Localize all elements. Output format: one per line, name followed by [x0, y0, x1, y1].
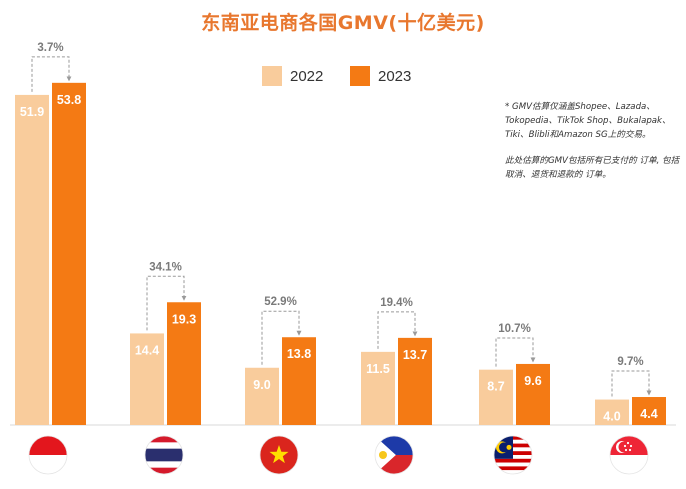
growth-label-vietnam: 52.9%	[264, 296, 297, 308]
legend-item-2022: 2022	[262, 66, 323, 86]
data-label-singapore-2022: 4.0	[603, 410, 620, 424]
bar-malaysia-2023	[516, 363, 550, 425]
growth-label-indonesia: 3.7%	[37, 42, 63, 54]
bar-philippines-2022	[361, 351, 395, 425]
footnote-scope: * GMV估算仅涵盖Shopee、Lazada、Tokopedia、TikTok…	[505, 102, 671, 140]
bar-indonesia-2022	[15, 94, 49, 425]
data-label-philippines-2023: 13.7	[403, 348, 427, 362]
growth-connector-vietnam	[261, 310, 302, 365]
bar-malaysia-2022	[479, 369, 513, 425]
singapore-flag-icon	[609, 435, 649, 475]
growth-label-thailand: 34.1%	[149, 261, 182, 273]
legend-swatch-2022	[262, 66, 282, 86]
bar-indonesia-2023	[52, 82, 86, 425]
bar-vietnam-2023	[282, 337, 316, 425]
legend-label-2022: 2022	[290, 67, 324, 85]
philippines-flag-icon	[374, 435, 414, 475]
bar-vietnam-2022	[245, 367, 279, 425]
data-label-philippines-2022: 11.5	[366, 362, 390, 376]
bar-thailand-2022	[130, 333, 164, 425]
legend-swatch-2023	[350, 66, 370, 86]
growth-label-philippines: 19.4%	[380, 297, 413, 309]
growth-connector-malaysia	[495, 337, 536, 367]
data-label-thailand-2023: 19.3	[172, 312, 196, 326]
bar-singapore-2023	[632, 397, 666, 425]
legend-item-2023: 2023	[350, 66, 411, 86]
data-label-indonesia-2023: 53.8	[57, 93, 81, 107]
data-label-malaysia-2023: 9.6	[524, 374, 541, 388]
data-label-thailand-2022: 14.4	[135, 343, 159, 357]
data-label-vietnam-2023: 13.8	[287, 347, 311, 361]
legend-label-2023: 2023	[378, 67, 412, 85]
growth-connector-indonesia	[31, 56, 72, 92]
data-label-singapore-2023: 4.4	[640, 407, 657, 421]
data-label-malaysia-2022: 8.7	[487, 380, 504, 394]
bar-philippines-2023	[398, 337, 432, 425]
growth-label-singapore: 9.7%	[617, 356, 643, 368]
growth-connector-philippines	[377, 311, 418, 349]
growth-label-malaysia: 10.7%	[498, 323, 531, 335]
chart-title: 东南亚电商各国GMV(十亿美元)	[201, 12, 485, 34]
bar-thailand-2023	[167, 302, 201, 425]
footnote: * GMV估算仅涵盖Shopee、Lazada、Tokopedia、TikTok…	[505, 100, 683, 194]
data-label-vietnam-2022: 9.0	[253, 378, 270, 392]
malaysia-flag-icon	[493, 435, 533, 475]
growth-connector-thailand	[146, 275, 187, 331]
indonesia-flag-icon	[28, 435, 68, 475]
vietnam-flag-icon	[259, 435, 299, 475]
thailand-flag-icon	[144, 435, 184, 475]
footnote-gmv-definition: 此处估算的GMV包括所有已支付的 订单, 包括取消、退货和退款的 订单。	[505, 156, 680, 180]
growth-connector-singapore	[611, 370, 652, 397]
bar-singapore-2022	[595, 399, 629, 425]
data-label-indonesia-2022: 51.9	[20, 105, 44, 119]
